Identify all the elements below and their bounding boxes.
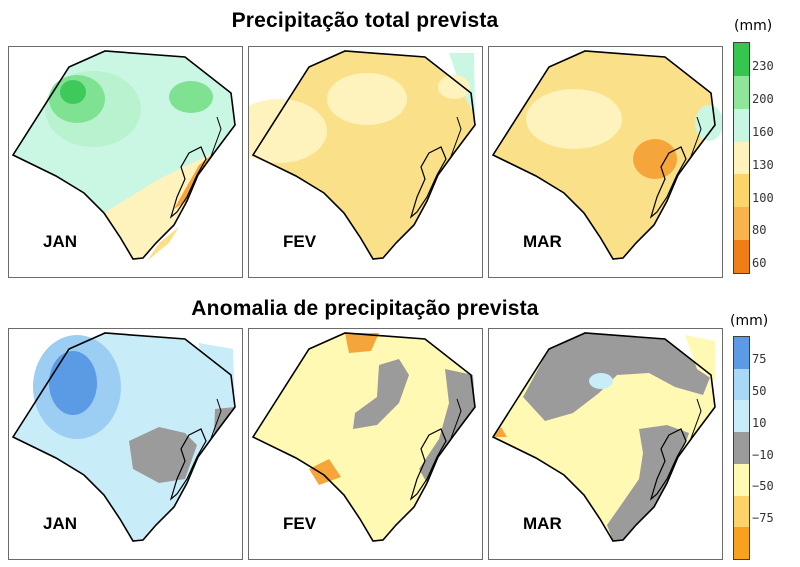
month-label: JAN bbox=[43, 514, 78, 533]
map-region bbox=[633, 139, 677, 179]
scale-tick-label: 130 bbox=[752, 157, 774, 172]
map-region bbox=[147, 227, 179, 261]
map-region bbox=[438, 75, 470, 99]
scale-tick-label: 50 bbox=[752, 384, 767, 399]
map-region bbox=[353, 359, 409, 429]
scale-tick-label: 160 bbox=[752, 124, 774, 139]
scale-band bbox=[734, 141, 749, 175]
map-region bbox=[129, 427, 197, 483]
scale-band bbox=[734, 337, 749, 369]
scale-tick-label: −10 bbox=[752, 447, 774, 462]
map-region bbox=[60, 80, 86, 104]
scale-band bbox=[734, 43, 749, 76]
map-region bbox=[327, 73, 407, 125]
scale-band bbox=[734, 75, 749, 109]
month-label: MAR bbox=[523, 514, 562, 533]
map-region bbox=[419, 369, 475, 483]
map-region bbox=[685, 335, 715, 381]
scale-tick-label: 80 bbox=[752, 223, 767, 238]
scale-band bbox=[734, 432, 749, 464]
scale-band bbox=[734, 495, 749, 528]
map-region bbox=[493, 427, 507, 437]
forecast-total-title: Precipitação total prevista bbox=[231, 9, 499, 32]
map-anomaly-fev: FEV bbox=[248, 328, 483, 560]
map-total-fev: FEV bbox=[248, 46, 483, 278]
scale-band bbox=[734, 463, 749, 496]
total-color-scale bbox=[733, 42, 750, 274]
map-region bbox=[526, 89, 622, 149]
scale-tick-label: 60 bbox=[752, 256, 767, 271]
scale-tick-label: 10 bbox=[752, 415, 767, 430]
anomaly-title: Anomalia de precipitação prevista bbox=[191, 297, 539, 320]
scale-band bbox=[734, 207, 749, 241]
map-region bbox=[104, 153, 214, 259]
scale-band bbox=[734, 400, 749, 433]
bottom-scale-unit: (mm) bbox=[730, 313, 769, 329]
map-total-jan: JAN bbox=[8, 46, 243, 278]
anomaly-color-scale bbox=[733, 336, 750, 560]
scale-tick-label: 230 bbox=[752, 59, 774, 74]
map-anomaly-jan: JAN bbox=[8, 328, 243, 560]
map-region bbox=[589, 373, 613, 389]
scale-band bbox=[734, 174, 749, 208]
scale-band bbox=[734, 368, 749, 401]
map-total-mar: MAR bbox=[488, 46, 723, 278]
map-region bbox=[607, 425, 689, 541]
top-scale-unit: (mm) bbox=[734, 18, 773, 34]
map-region bbox=[695, 105, 722, 141]
scale-band bbox=[734, 527, 749, 560]
month-label: MAR bbox=[523, 232, 562, 251]
month-label: FEV bbox=[283, 232, 317, 251]
scale-band bbox=[734, 240, 749, 274]
scale-tick-label: 75 bbox=[752, 352, 767, 367]
scale-tick-label: 100 bbox=[752, 190, 774, 205]
map-region bbox=[249, 99, 327, 163]
map-region bbox=[523, 333, 711, 421]
scale-tick-label: −75 bbox=[752, 511, 774, 525]
month-label: FEV bbox=[283, 514, 317, 533]
month-label: JAN bbox=[43, 232, 78, 251]
scale-tick-label: −50 bbox=[752, 479, 774, 494]
map-anomaly-mar: MAR bbox=[488, 328, 723, 560]
map-region bbox=[169, 81, 213, 113]
map-region bbox=[49, 351, 97, 415]
map-region bbox=[309, 459, 341, 485]
scale-band bbox=[734, 108, 749, 142]
scale-tick-label: 200 bbox=[752, 91, 774, 106]
map-region bbox=[345, 333, 379, 353]
